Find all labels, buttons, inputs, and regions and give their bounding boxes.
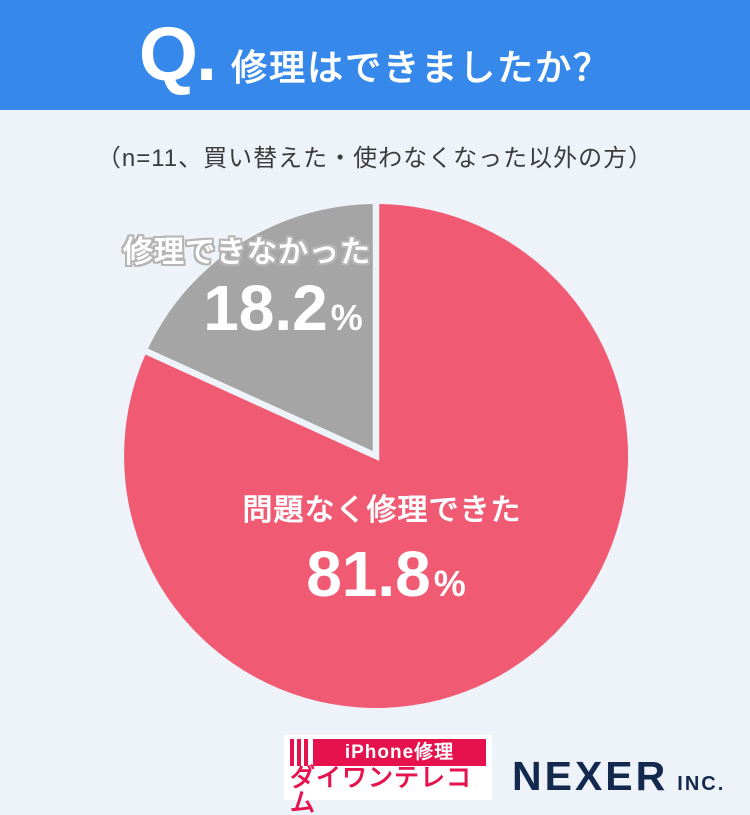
question-title: 修理はできましたか？ — [231, 47, 612, 88]
slice-ok-label: 問題なく修理できた — [242, 494, 522, 527]
slice-ng-unit: % — [330, 297, 363, 338]
iphone-repair-banner: iPhone修理 — [313, 739, 486, 766]
slice-ng-value: 18.2 — [203, 272, 328, 344]
triple-bars-icon — [290, 739, 308, 766]
slice-ok-value: 81.8 — [306, 538, 431, 610]
slice-ng-percent: 18.2% — [203, 276, 363, 340]
daiwan-logo-top-row: iPhone修理 — [290, 739, 486, 766]
slice-ng-label: 修理できなかった — [123, 236, 371, 269]
nexer-logo: NEXER INC. — [512, 756, 725, 797]
daiwan-telecom-logo: iPhone修理 ダイワンテレコム — [284, 735, 492, 815]
sample-note: （n=11、買い替えた・使わなくなった以外の方） — [96, 145, 654, 172]
slice-separator — [145, 204, 380, 462]
question-header: Q. 修理はできましたか？ — [0, 0, 750, 110]
nexer-inc-suffix: INC. — [677, 773, 726, 795]
daiwan-telecom-name: ダイワンテレコム — [290, 764, 473, 815]
slice-ok-percent: 81.8% — [306, 542, 466, 606]
question-q-label: Q. — [138, 12, 217, 97]
nexer-name: NEXER — [512, 753, 669, 799]
slice-ok-unit: % — [433, 563, 466, 604]
pie-slice-1 — [146, 204, 376, 456]
